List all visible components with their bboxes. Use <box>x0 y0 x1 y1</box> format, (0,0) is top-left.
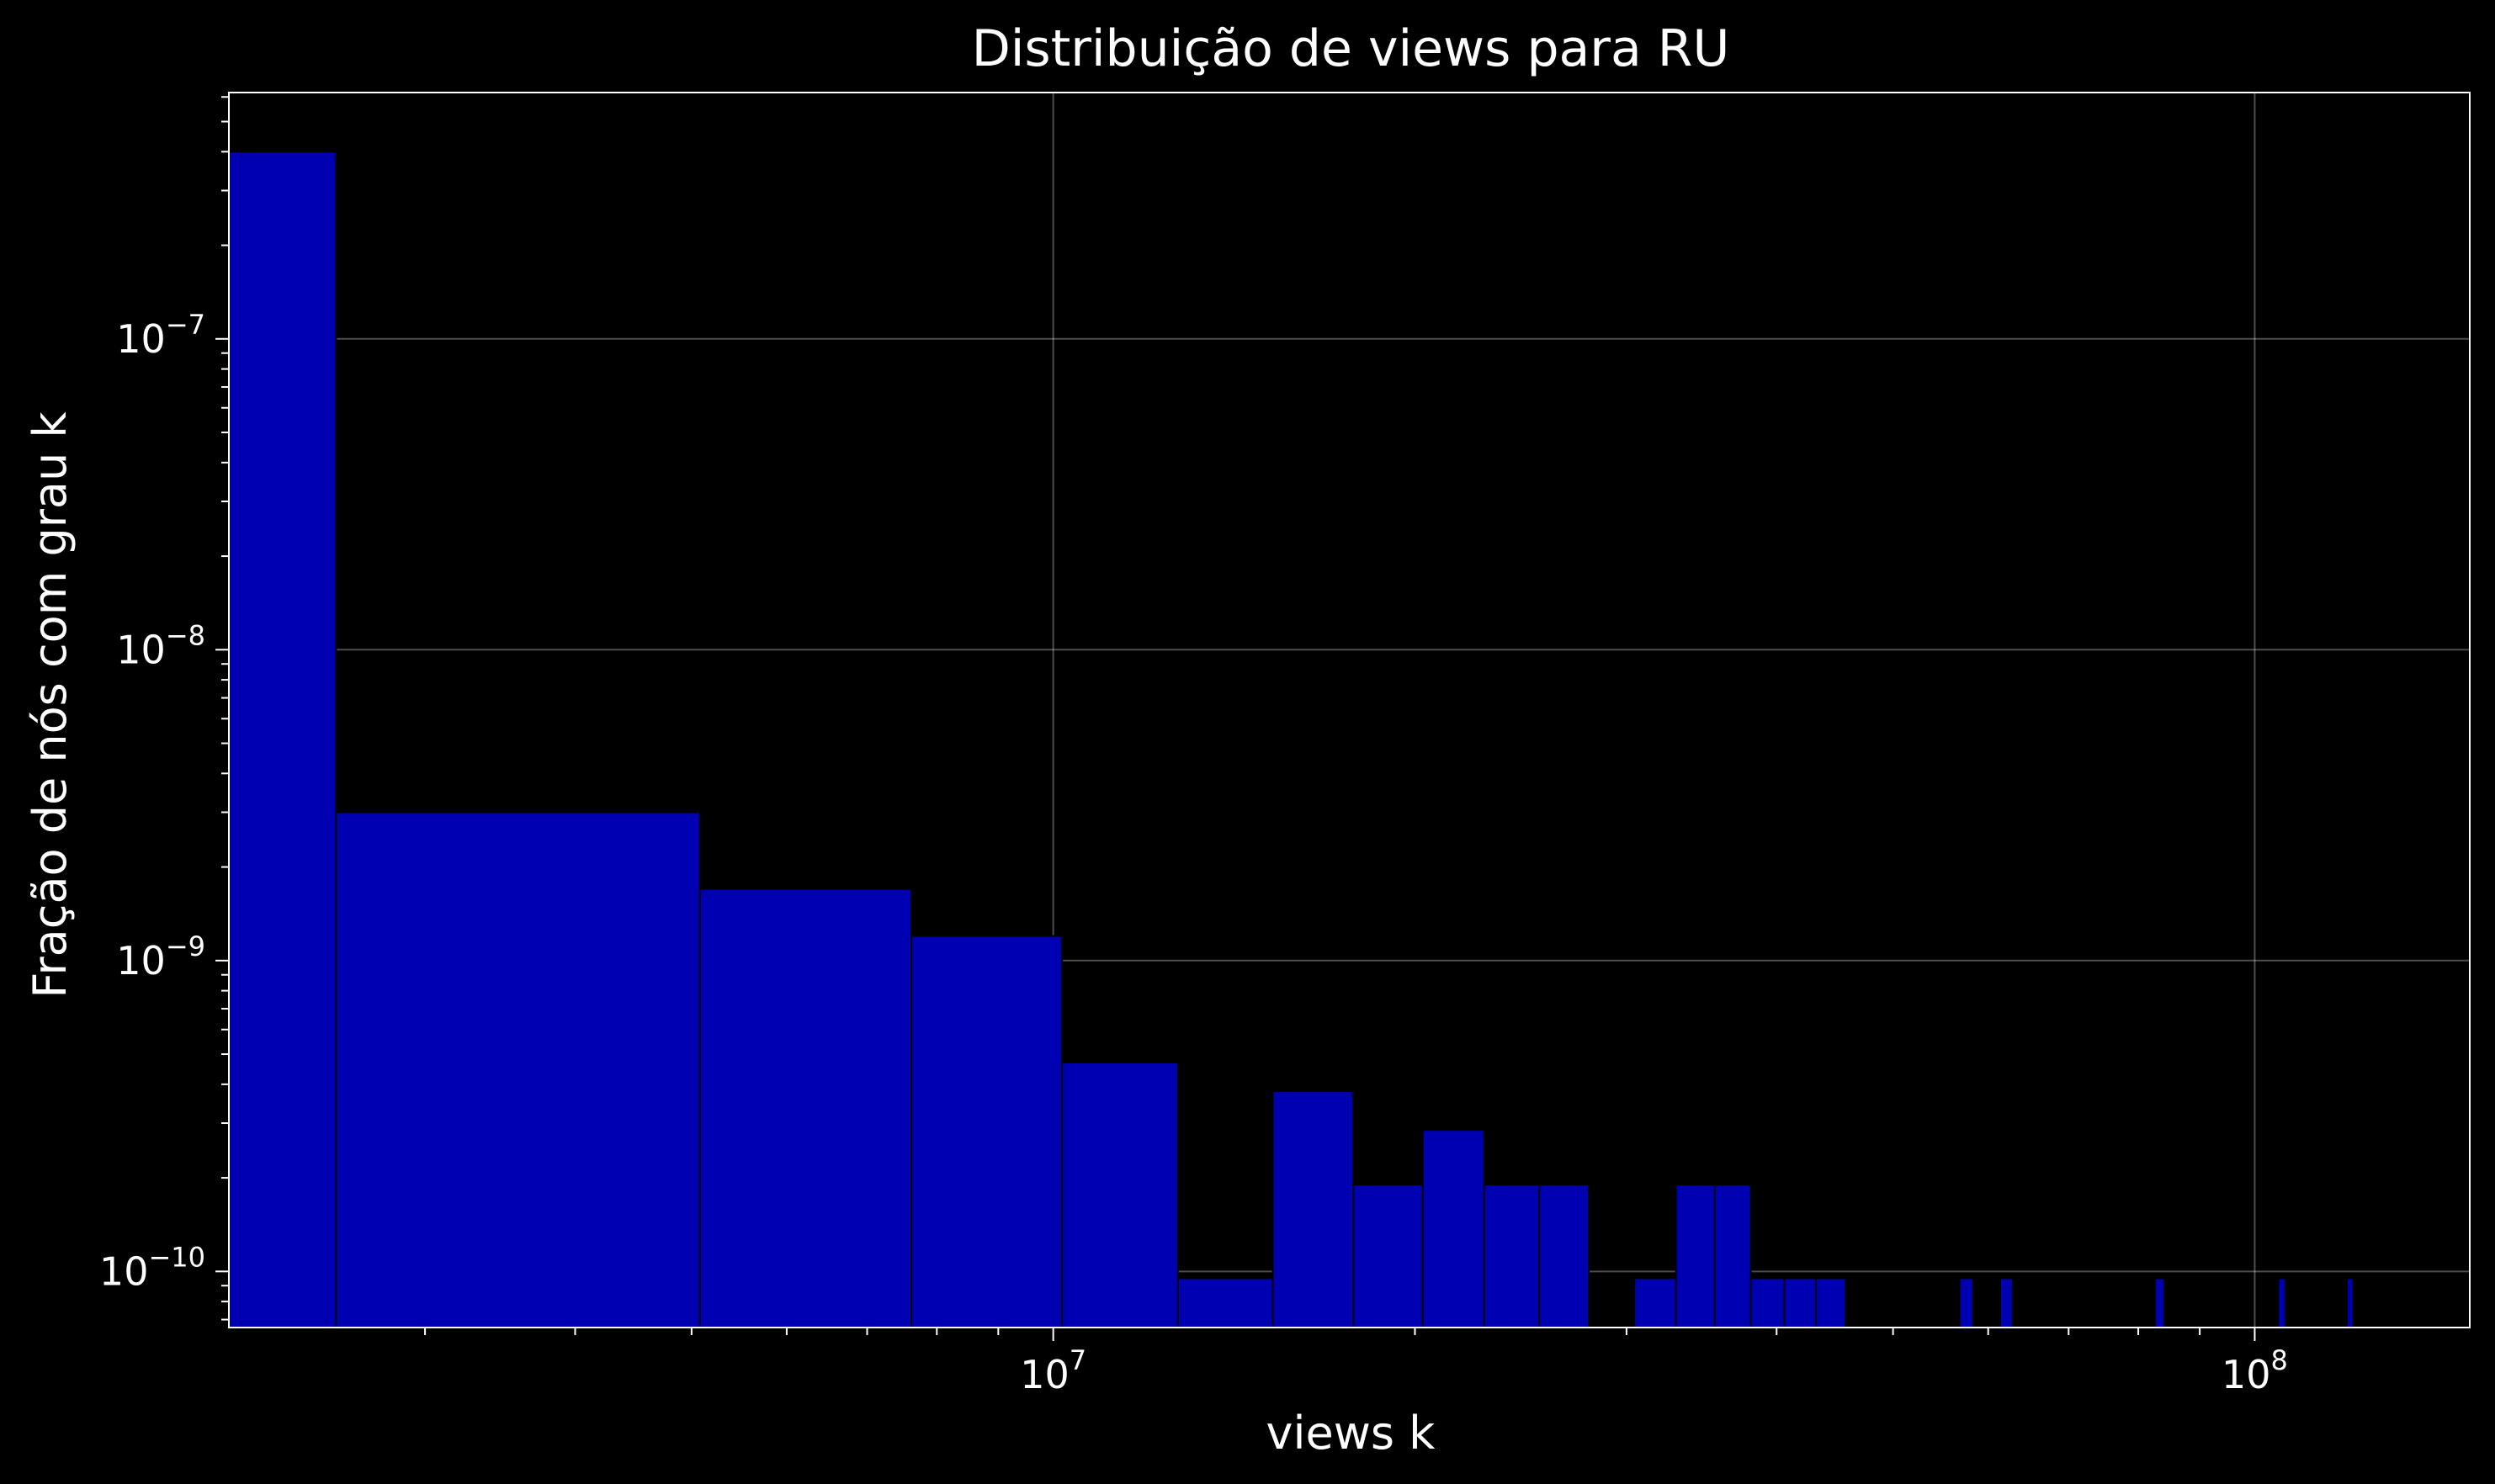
histogram-bar <box>1483 1184 1541 1328</box>
histogram-bar <box>335 811 701 1328</box>
y-tick-label: 10−8 <box>116 619 205 672</box>
histogram-bar <box>2277 1277 2287 1328</box>
histogram-bar <box>1713 1184 1752 1328</box>
histogram-bar <box>1061 1061 1179 1328</box>
plot-frame <box>228 92 2471 1328</box>
histogram-bar <box>1783 1277 1818 1328</box>
histogram-bar <box>228 151 337 1329</box>
axis-ticks <box>215 96 2256 1341</box>
histogram-bar <box>2153 1277 2166 1328</box>
x-tick-label: 108 <box>2222 1344 2288 1397</box>
y-axis-label: Fração de nós com grau k <box>24 411 77 999</box>
x-axis-label: views k <box>1266 1407 1436 1460</box>
histogram-bar <box>1999 1277 2014 1328</box>
histogram-bar <box>1352 1184 1424 1328</box>
histogram-bar <box>1176 1277 1274 1328</box>
histogram-bar <box>1749 1277 1786 1328</box>
histogram-bar <box>698 888 913 1328</box>
histogram-bar <box>1633 1277 1677 1328</box>
histogram-bar <box>1271 1090 1355 1329</box>
bars <box>228 151 2354 1329</box>
histogram-bar <box>910 935 1064 1328</box>
histogram-bar <box>1958 1277 1974 1328</box>
histogram-bar <box>1538 1184 1590 1328</box>
chart-title: Distribuição de views para RU <box>972 19 1730 78</box>
histogram-bar <box>1675 1184 1716 1328</box>
histogram-bar <box>1421 1129 1485 1329</box>
histogram-bar <box>1815 1277 1847 1328</box>
histogram-bar <box>2345 1277 2354 1328</box>
